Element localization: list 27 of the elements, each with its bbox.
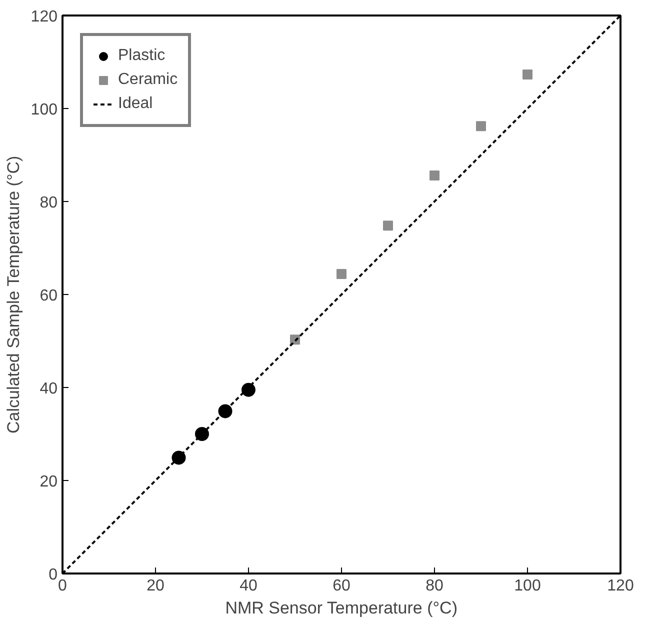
y-tick-label: 60 [40, 288, 58, 304]
point [383, 220, 393, 231]
x-tick-label: 40 [240, 578, 258, 594]
legend-label: Ideal [118, 95, 153, 113]
point [476, 121, 486, 132]
y-tick-label: 120 [30, 8, 58, 26]
point [218, 404, 232, 418]
point [195, 427, 209, 441]
x-tick-label: 100 [514, 578, 541, 594]
x-axis-title: NMR Sensor Temperature (°C) [225, 598, 458, 618]
legend-label: Plastic [118, 47, 166, 65]
legend-label: Ceramic [118, 71, 178, 89]
y-axis-title: Calculated Sample Temperature (°C) [4, 156, 23, 434]
x-tick-label: 80 [426, 578, 444, 594]
point [522, 70, 532, 80]
x-tick-label: 60 [332, 578, 350, 594]
y-tick-label: 80 [40, 194, 58, 212]
y-tick-label: 100 [30, 102, 58, 118]
x-tick-label: 120 [607, 578, 634, 594]
point [336, 269, 346, 280]
point [172, 450, 186, 465]
y-tick-label: 20 [40, 474, 58, 490]
point [242, 382, 256, 397]
y-tick-label: 40 [40, 380, 58, 398]
point [430, 170, 440, 180]
x-tick-label: 20 [146, 578, 164, 594]
y-tick-label: 0 [48, 566, 58, 584]
